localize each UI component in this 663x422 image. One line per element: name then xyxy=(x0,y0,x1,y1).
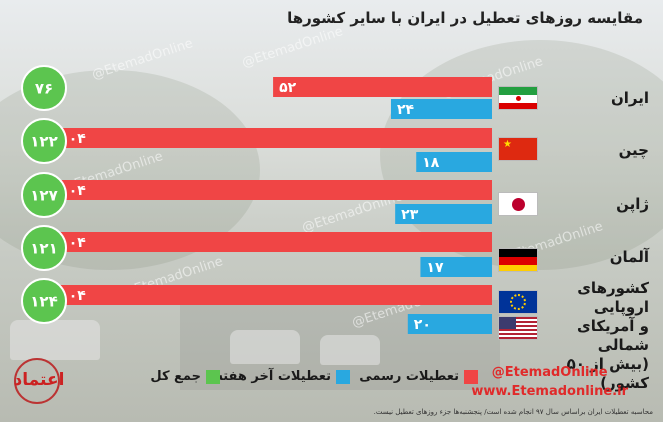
category-label-line: و آمریکای شمالی xyxy=(576,317,649,354)
legend-label: تعطیلات رسمی xyxy=(359,369,459,384)
category-label-iran: ایران xyxy=(610,89,649,107)
data-label-weekend: ۲۴ xyxy=(397,102,415,118)
bar-official xyxy=(273,77,492,97)
site-url[interactable]: www.Etemadonline.ir xyxy=(471,384,628,399)
site-credit: @EtemadOnline www.Etemadonline.ir xyxy=(471,363,628,401)
bg-car xyxy=(10,320,100,360)
data-label-weekend: ۲۰ xyxy=(414,317,431,333)
bar-weekend xyxy=(390,99,492,119)
bar-weekend xyxy=(416,152,492,172)
total-circle xyxy=(21,278,67,324)
data-label-official: ۵۲ xyxy=(279,80,297,96)
usa-flag-icon xyxy=(498,316,538,340)
category-label-line: کشورهای اروپایی xyxy=(577,279,649,316)
category-label-germany: آلمان xyxy=(609,248,649,266)
data-label-total: ۱۲۱ xyxy=(30,240,57,258)
bar-official xyxy=(54,128,492,148)
chart-title: مقایسه روزهای تعطیل در ایران با سایر کشو… xyxy=(287,9,643,27)
bar-weekend xyxy=(420,257,492,277)
category-label-japan: ژاپن xyxy=(616,195,649,213)
legend-item-weekend: تعطیلات آخر هفته xyxy=(215,369,350,384)
total-circle xyxy=(21,118,67,164)
bar-official xyxy=(54,285,492,305)
category-label-line: (بیش از ۵۰ کشور) xyxy=(566,355,649,392)
legend-item-official: تعطیلات رسمی xyxy=(359,369,478,384)
legend-swatch xyxy=(464,369,478,384)
bar-weekend xyxy=(407,314,492,334)
eu-flag-icon xyxy=(498,290,538,314)
data-label-weekend: ۱۸ xyxy=(422,155,440,171)
legend: تعطیلات رسمی تعطیلات آخر هفته جمع کل xyxy=(148,369,478,391)
total-circle xyxy=(21,172,67,218)
footnote: محاسبه تعطیلات ایران براساس سال ۹۷ انجام… xyxy=(373,408,653,416)
bg-car xyxy=(320,335,380,365)
legend-swatch xyxy=(336,369,350,384)
legend-label: تعطیلات آخر هفته xyxy=(215,369,331,384)
iran-flag-icon xyxy=(498,86,538,110)
data-label-total: ۷۶ xyxy=(35,80,53,98)
logo-text: اعتماد xyxy=(13,370,65,390)
china-flag-icon: ★ xyxy=(498,137,538,161)
category-label-china: چین xyxy=(618,141,649,159)
japan-flag-icon xyxy=(498,192,538,216)
legend-label: جمع کل xyxy=(150,369,201,384)
site-handle[interactable]: @EtemadOnline xyxy=(491,365,608,380)
bar-official xyxy=(54,180,492,200)
etemad-logo: اعتماد xyxy=(8,352,70,410)
legend-swatch xyxy=(206,369,220,384)
data-label-total: ۱۲۲ xyxy=(30,133,57,151)
data-label-weekend: ۱۷ xyxy=(426,260,444,276)
data-label-total: ۱۲۴ xyxy=(30,293,57,311)
bg-car xyxy=(230,330,300,364)
bar-weekend xyxy=(395,204,492,224)
data-label-total: ۱۲۷ xyxy=(30,187,57,205)
logo-ring-icon xyxy=(14,358,60,404)
category-label-europe-america: کشورهای اروپایی و آمریکای شمالی (بیش از … xyxy=(531,279,649,393)
bar-official xyxy=(54,232,492,252)
data-label-weekend: ۲۳ xyxy=(401,207,419,223)
total-circle xyxy=(21,65,67,111)
germany-flag-icon xyxy=(498,248,538,272)
total-circle xyxy=(21,225,67,271)
legend-item-total: جمع کل xyxy=(150,369,220,384)
